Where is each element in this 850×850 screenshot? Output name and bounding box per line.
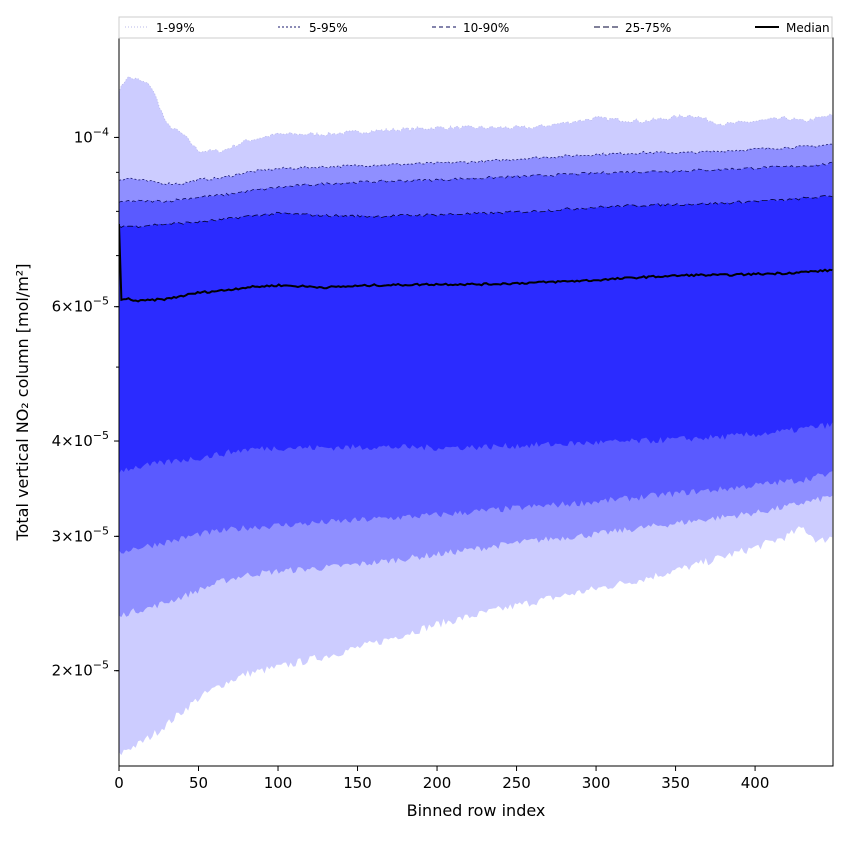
y-tick-label: 6×10−5 [52, 295, 109, 316]
x-tick-label: 150 [343, 774, 372, 792]
lines-layer [119, 75, 833, 303]
x-tick-label: 300 [582, 774, 611, 792]
y-tick-label: 3×10−5 [52, 524, 109, 545]
band-line-5-95% [119, 143, 833, 186]
x-tick-label: 100 [264, 774, 293, 792]
band-line-10-90% [119, 161, 833, 203]
x-tick-label: 0 [114, 774, 124, 792]
x-axis-label: Binned row index [407, 801, 546, 820]
x-axis: 0 50 100 150 200 250 300 350 400 [114, 766, 769, 792]
legend-frame [118, 16, 833, 39]
y-tick-label: 2×10−5 [52, 659, 109, 680]
legend-label: 1-99% [156, 21, 195, 35]
y-axis: 10−4 6×10−5 4×10−5 3×10−5 2×10−5 [52, 125, 119, 680]
legend-label: 25-75% [625, 21, 671, 35]
band-line-25-75% [119, 195, 833, 228]
x-tick-label: 400 [741, 774, 770, 792]
y-tick-label: 10−4 [74, 125, 109, 146]
legend-label: Median [786, 21, 830, 35]
legend: 1-99% 5-95% 10-90% 25-75% Median [118, 16, 833, 39]
x-tick-label: 50 [189, 774, 208, 792]
band-25-75% [119, 195, 833, 474]
x-tick-label: 200 [423, 774, 452, 792]
x-tick-label: 250 [502, 774, 531, 792]
legend-label: 5-95% [309, 21, 348, 35]
y-axis-label: Total vertical NO₂ column [mol/m²] [13, 264, 32, 542]
bands-layer [119, 76, 833, 756]
median-line [119, 223, 833, 303]
x-tick-label: 350 [661, 774, 690, 792]
y-tick-label: 4×10−5 [52, 429, 109, 450]
legend-label: 10-90% [463, 21, 509, 35]
